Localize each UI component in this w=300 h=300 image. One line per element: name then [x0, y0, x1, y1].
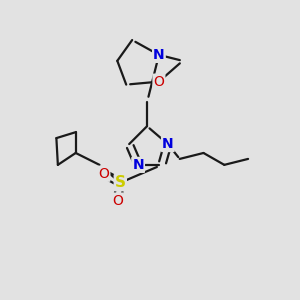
Text: O: O: [98, 167, 110, 181]
Text: N: N: [132, 158, 144, 172]
Text: O: O: [154, 75, 164, 88]
Text: N: N: [162, 137, 174, 151]
Text: S: S: [115, 175, 126, 190]
Text: N: N: [153, 48, 165, 62]
Text: O: O: [112, 194, 123, 208]
